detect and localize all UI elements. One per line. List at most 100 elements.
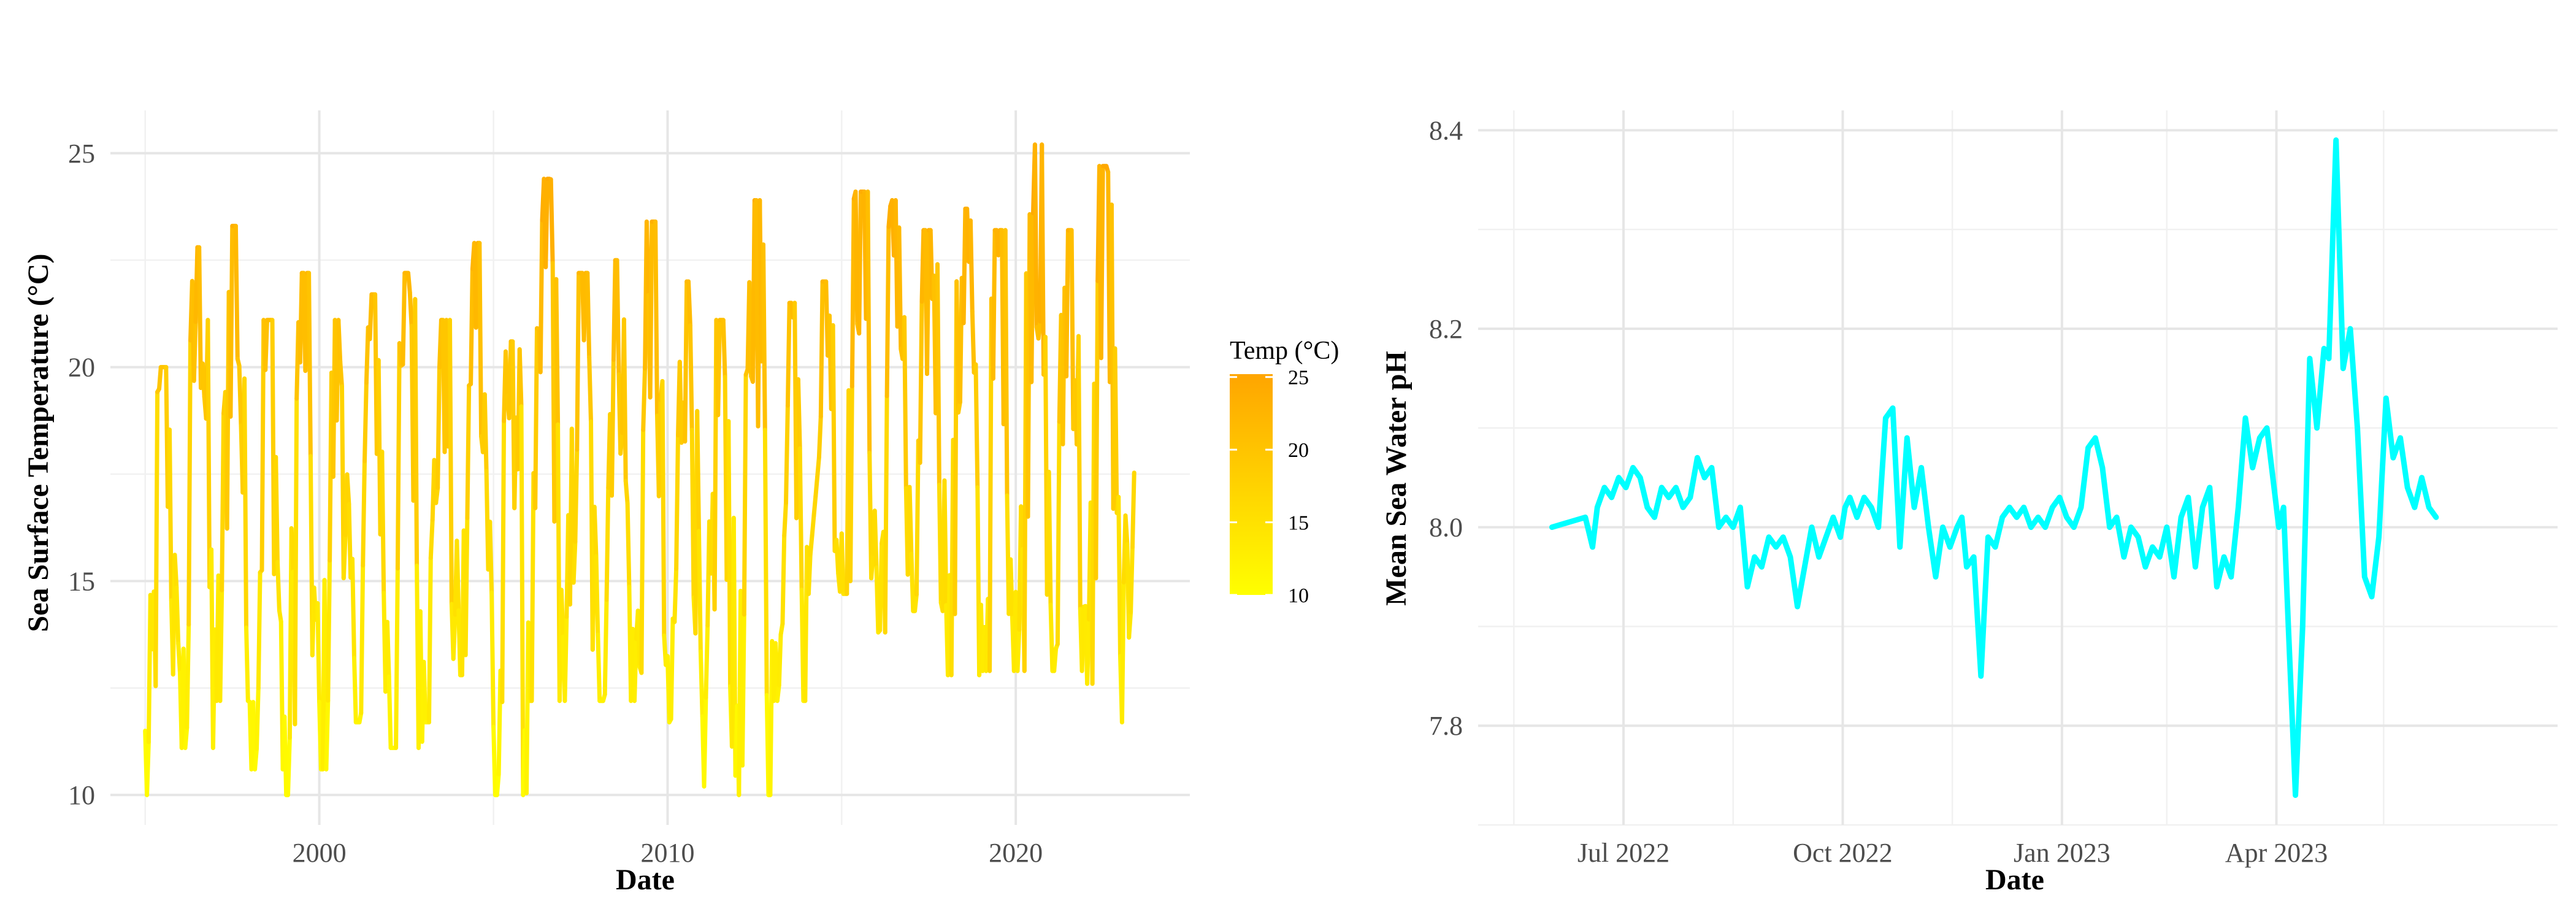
sst-line-segment	[795, 377, 802, 451]
sst-line-segment	[338, 359, 344, 389]
sst-line-segment	[581, 270, 588, 343]
sst-line-segment	[407, 290, 414, 328]
ph-x-tick-label: Apr 2023	[2225, 838, 2328, 868]
sst-line-segment	[919, 228, 926, 304]
sst-line-segment	[451, 612, 458, 661]
sst-line-segment	[886, 204, 893, 229]
ph-x-tick-label: Jan 2023	[2014, 838, 2110, 868]
sst-y-axis-title: Sea Surface Temperature (°C)	[22, 254, 55, 632]
sst-line-segment	[153, 389, 160, 689]
sst-line-segment	[200, 361, 207, 399]
legend-tick-label: 20	[1288, 439, 1309, 462]
sst-line-segment	[456, 608, 462, 678]
sst-line-segment	[341, 532, 348, 581]
sst-line-segment	[813, 474, 820, 499]
legend-tick-label: 15	[1288, 512, 1309, 535]
sst-line-segment	[632, 637, 638, 703]
sst-line-segment	[604, 485, 611, 602]
sst-line-segment	[816, 414, 823, 459]
sst-line-segment	[762, 427, 769, 697]
sst-line-segment	[1015, 627, 1022, 673]
sst-line-segment	[782, 500, 788, 538]
sst-line-segment	[970, 309, 976, 375]
sst-line-segment	[1048, 602, 1055, 673]
sst-line-segment	[465, 383, 472, 520]
sst-y-tick-label: 15	[68, 566, 95, 596]
sst-line-segment	[500, 418, 507, 704]
sst-line-segment	[991, 228, 997, 381]
sst-line-segment	[872, 508, 879, 570]
ph-x-tick-label: Oct 2022	[1793, 838, 1893, 868]
sst-line-series	[143, 142, 1137, 797]
sst-line-segment	[839, 531, 846, 596]
sst-x-tick-label: 2000	[293, 838, 347, 868]
sst-line-segment	[686, 279, 692, 328]
sst-line-segment	[942, 478, 949, 608]
sst-line-segment	[857, 190, 863, 336]
sst-line-segment	[954, 279, 960, 415]
sst-line-segment	[702, 695, 708, 789]
sst-y-tick-label: 10	[68, 780, 95, 810]
sst-line-segment	[167, 427, 174, 603]
sst-line-segment	[648, 219, 654, 400]
ph-y-tick-label: 7.8	[1429, 711, 1463, 741]
sst-line-segment	[1064, 228, 1070, 378]
sst-line-segment	[698, 649, 705, 719]
sst-line-segment	[282, 715, 289, 797]
sst-line-segment	[751, 198, 757, 384]
sst-line-segment	[538, 218, 545, 375]
sst-line-segment	[775, 683, 781, 703]
sst-line-segment	[656, 397, 663, 499]
sst-line-segment	[1119, 580, 1126, 725]
sst-line-segment	[594, 554, 600, 637]
sst-line-segment	[853, 190, 860, 326]
sst-line-segment	[913, 592, 919, 613]
sst-line-segment	[193, 245, 200, 324]
sst-line-segment	[1076, 334, 1083, 611]
sst-line-segment	[865, 190, 872, 455]
sst-line-segment	[274, 454, 280, 564]
sst-line-segment	[810, 513, 816, 538]
sst-line-segment	[307, 270, 313, 459]
sst-line-segment	[808, 533, 815, 558]
sst-line-segment	[1055, 420, 1062, 646]
sst-line-segment	[242, 376, 248, 630]
sst-line-segment	[672, 566, 679, 624]
sst-line-segment	[1123, 513, 1130, 546]
sst-line-segment	[562, 615, 569, 703]
sst-line-segment	[587, 355, 593, 424]
sst-line-segment	[1079, 604, 1086, 673]
sst-line-segment	[380, 450, 386, 596]
sst-x-tick-label: 2010	[640, 838, 694, 868]
sst-line-segment	[703, 623, 710, 700]
sst-line-segment	[421, 659, 428, 725]
sst-line-segment	[726, 419, 733, 689]
sst-line-segment	[427, 556, 433, 725]
sst-line-segment	[747, 280, 754, 379]
sst-x-axis-title: Date	[616, 864, 675, 896]
sst-line-segment	[428, 518, 435, 561]
sst-line-segment	[874, 565, 881, 635]
sst-line-segment	[669, 616, 675, 721]
sst-line-segment	[1129, 545, 1135, 615]
sst-line-segment	[764, 692, 771, 797]
sst-line-segment	[596, 632, 602, 703]
sst-line-segment	[491, 724, 497, 797]
legend-title: Temp (°C)	[1230, 337, 1339, 365]
sst-line-segment	[361, 459, 367, 568]
sst-chart-panel: 10 15 20 25 2000 2010 2020 Date Sea Surface T…	[22, 110, 1190, 896]
sst-line-segment	[697, 529, 703, 654]
sst-line-segment	[909, 551, 916, 613]
sst-line-segment	[740, 612, 746, 768]
sst-line-segment	[689, 427, 696, 600]
sst-line-segment	[784, 403, 790, 505]
sst-line-segment	[315, 601, 322, 704]
ph-y-tick-label: 8.0	[1429, 513, 1463, 543]
sst-line-segment	[473, 240, 480, 330]
sst-line-segment	[1085, 617, 1091, 686]
ph-grid	[1478, 110, 2558, 826]
legend-tick-label: 25	[1288, 367, 1309, 389]
ph-x-axis-title: Date	[1985, 864, 2044, 896]
sst-line-segment	[1019, 504, 1025, 551]
